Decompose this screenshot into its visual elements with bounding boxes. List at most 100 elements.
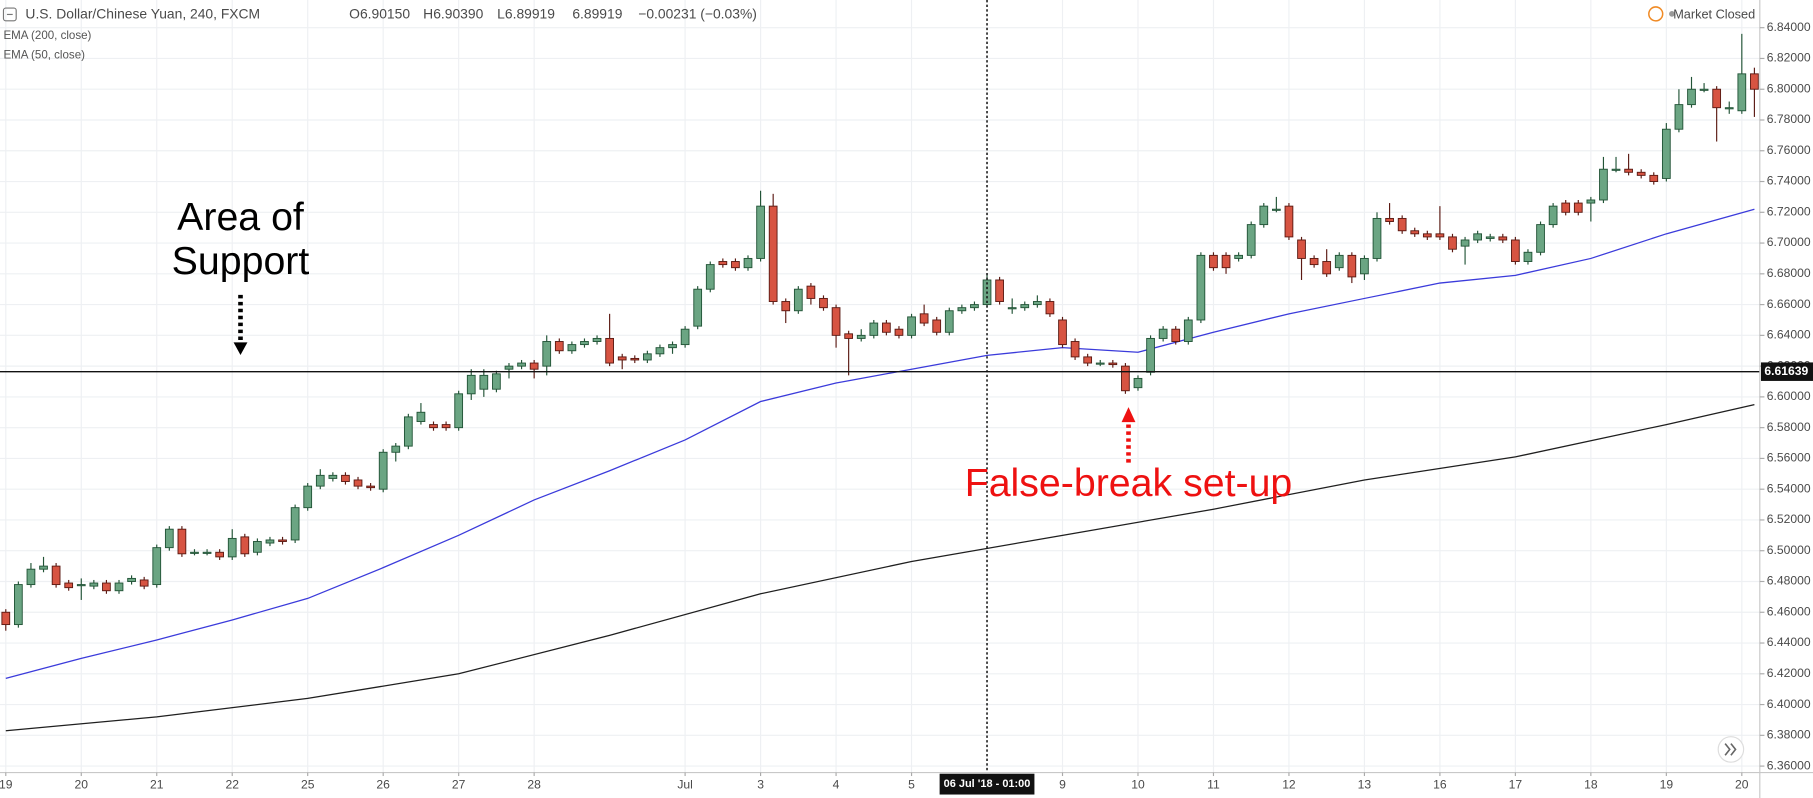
candle-body: [907, 316, 916, 336]
x-tick-label: 5: [908, 777, 915, 791]
x-tick-label: 13: [1358, 777, 1372, 791]
x-tick-label: Jul: [677, 777, 692, 791]
overlay: [0, 0, 1760, 773]
candle-body: [1561, 202, 1571, 213]
candle-body: [1322, 261, 1332, 275]
y-tick-label: 6.74000: [1767, 174, 1811, 188]
candle-body: [756, 205, 765, 259]
candle-body: [89, 582, 99, 587]
candle-body: [1284, 205, 1294, 238]
candle-body: [831, 307, 841, 336]
candle-body: [64, 582, 74, 589]
candle-body: [731, 261, 740, 269]
y-tick-label: 6.56000: [1767, 451, 1811, 465]
candle-body: [290, 507, 300, 541]
candle-body: [944, 310, 954, 333]
y-tick-label: 6.46000: [1767, 604, 1811, 618]
crosshair-marker: [939, 773, 1035, 795]
y-tick-label: 6.82000: [1767, 51, 1811, 65]
y-tick-label: 6.70000: [1767, 235, 1811, 249]
x-tick-label: 27: [452, 777, 466, 791]
candle-body: [1485, 236, 1495, 239]
candle-body: [76, 584, 86, 587]
y-tick-label: 6.42000: [1767, 666, 1811, 680]
candle-body: [1020, 304, 1030, 309]
x-tick-label: 22: [225, 777, 239, 791]
candle-body: [793, 288, 803, 312]
candles: [1, 33, 1759, 631]
candle-body: [215, 551, 225, 558]
candle-body: [14, 584, 23, 626]
candle-body: [1498, 236, 1508, 241]
y-tick-label: 6.50000: [1767, 543, 1811, 557]
status-icon: [1648, 6, 1664, 22]
collapse-icon[interactable]: [2, 7, 17, 22]
candle-body: [1221, 254, 1231, 269]
candle-body: [1397, 217, 1407, 232]
y-tick-label: 6.54000: [1767, 481, 1811, 495]
crosshair-label: 06 Jul '18 - 01:00: [944, 778, 1031, 790]
candle-body: [1347, 254, 1357, 278]
x-tick-label: 12: [1282, 777, 1296, 791]
candle-body: [51, 565, 61, 586]
arrow-head: [233, 342, 248, 356]
candle-body: [743, 257, 753, 269]
candle-body: [177, 528, 187, 555]
candle-body: [1750, 73, 1759, 90]
ema-lines: [5, 208, 1755, 732]
candle-body: [1334, 254, 1344, 269]
y-tick-label: 6.52000: [1767, 512, 1811, 526]
symbol-title: U.S. Dollar/Chinese Yuan, 240, FXCM: [25, 6, 260, 22]
candle-body: [844, 333, 854, 339]
x-tick-label: 3: [757, 777, 764, 791]
candle-body: [1523, 251, 1533, 262]
candle-body: [668, 344, 677, 349]
candle-body: [466, 374, 476, 395]
candle-body: [1636, 171, 1646, 176]
candle-body: [353, 479, 363, 487]
y-tick-label: 6.58000: [1767, 420, 1811, 434]
y-tick-label: 6.48000: [1767, 574, 1811, 588]
candle-body: [1007, 307, 1017, 310]
candle-body: [1209, 254, 1218, 269]
x-tick-label: 16: [1433, 777, 1447, 791]
candle-body: [39, 565, 48, 570]
candle-body: [139, 579, 149, 587]
candle-body: [227, 537, 237, 558]
y-tick-label: 6.64000: [1767, 328, 1811, 342]
y-tick-label: 6.86000: [1767, 0, 1811, 3]
ema-line: [5, 403, 1755, 732]
candle-body: [114, 582, 124, 592]
candle-body: [1410, 230, 1420, 235]
candle-body: [617, 356, 627, 361]
candle-body: [580, 341, 589, 346]
candle-body: [26, 568, 36, 586]
candle-body: [768, 205, 778, 302]
candle-body: [1599, 168, 1608, 201]
candle-body: [1158, 328, 1168, 339]
candle-body: [1234, 254, 1243, 259]
x-tick-label: 20: [75, 777, 89, 791]
candle-body: [932, 319, 942, 333]
candle-body: [1146, 337, 1155, 373]
candle-body: [1272, 208, 1281, 211]
candle-body: [1083, 356, 1093, 364]
candle-body: [819, 297, 828, 309]
candle-body: [341, 474, 350, 482]
legend-entry: EMA (200, close): [3, 30, 91, 42]
candle-body: [655, 347, 665, 355]
candle-body: [1070, 341, 1080, 358]
candle-body: [1674, 104, 1684, 130]
candle-body: [1699, 88, 1709, 91]
candle-body: [718, 261, 728, 266]
candle-body: [1372, 217, 1382, 259]
annotation: Support: [172, 239, 310, 283]
candle-body: [102, 582, 111, 592]
open-label: O6.90150: [349, 6, 410, 22]
candle-body: [1045, 301, 1055, 315]
candle-body: [1511, 239, 1520, 262]
scroll-button[interactable]: [1717, 736, 1745, 763]
candle-body: [1586, 199, 1596, 204]
low-label: L6.89919: [497, 6, 555, 22]
